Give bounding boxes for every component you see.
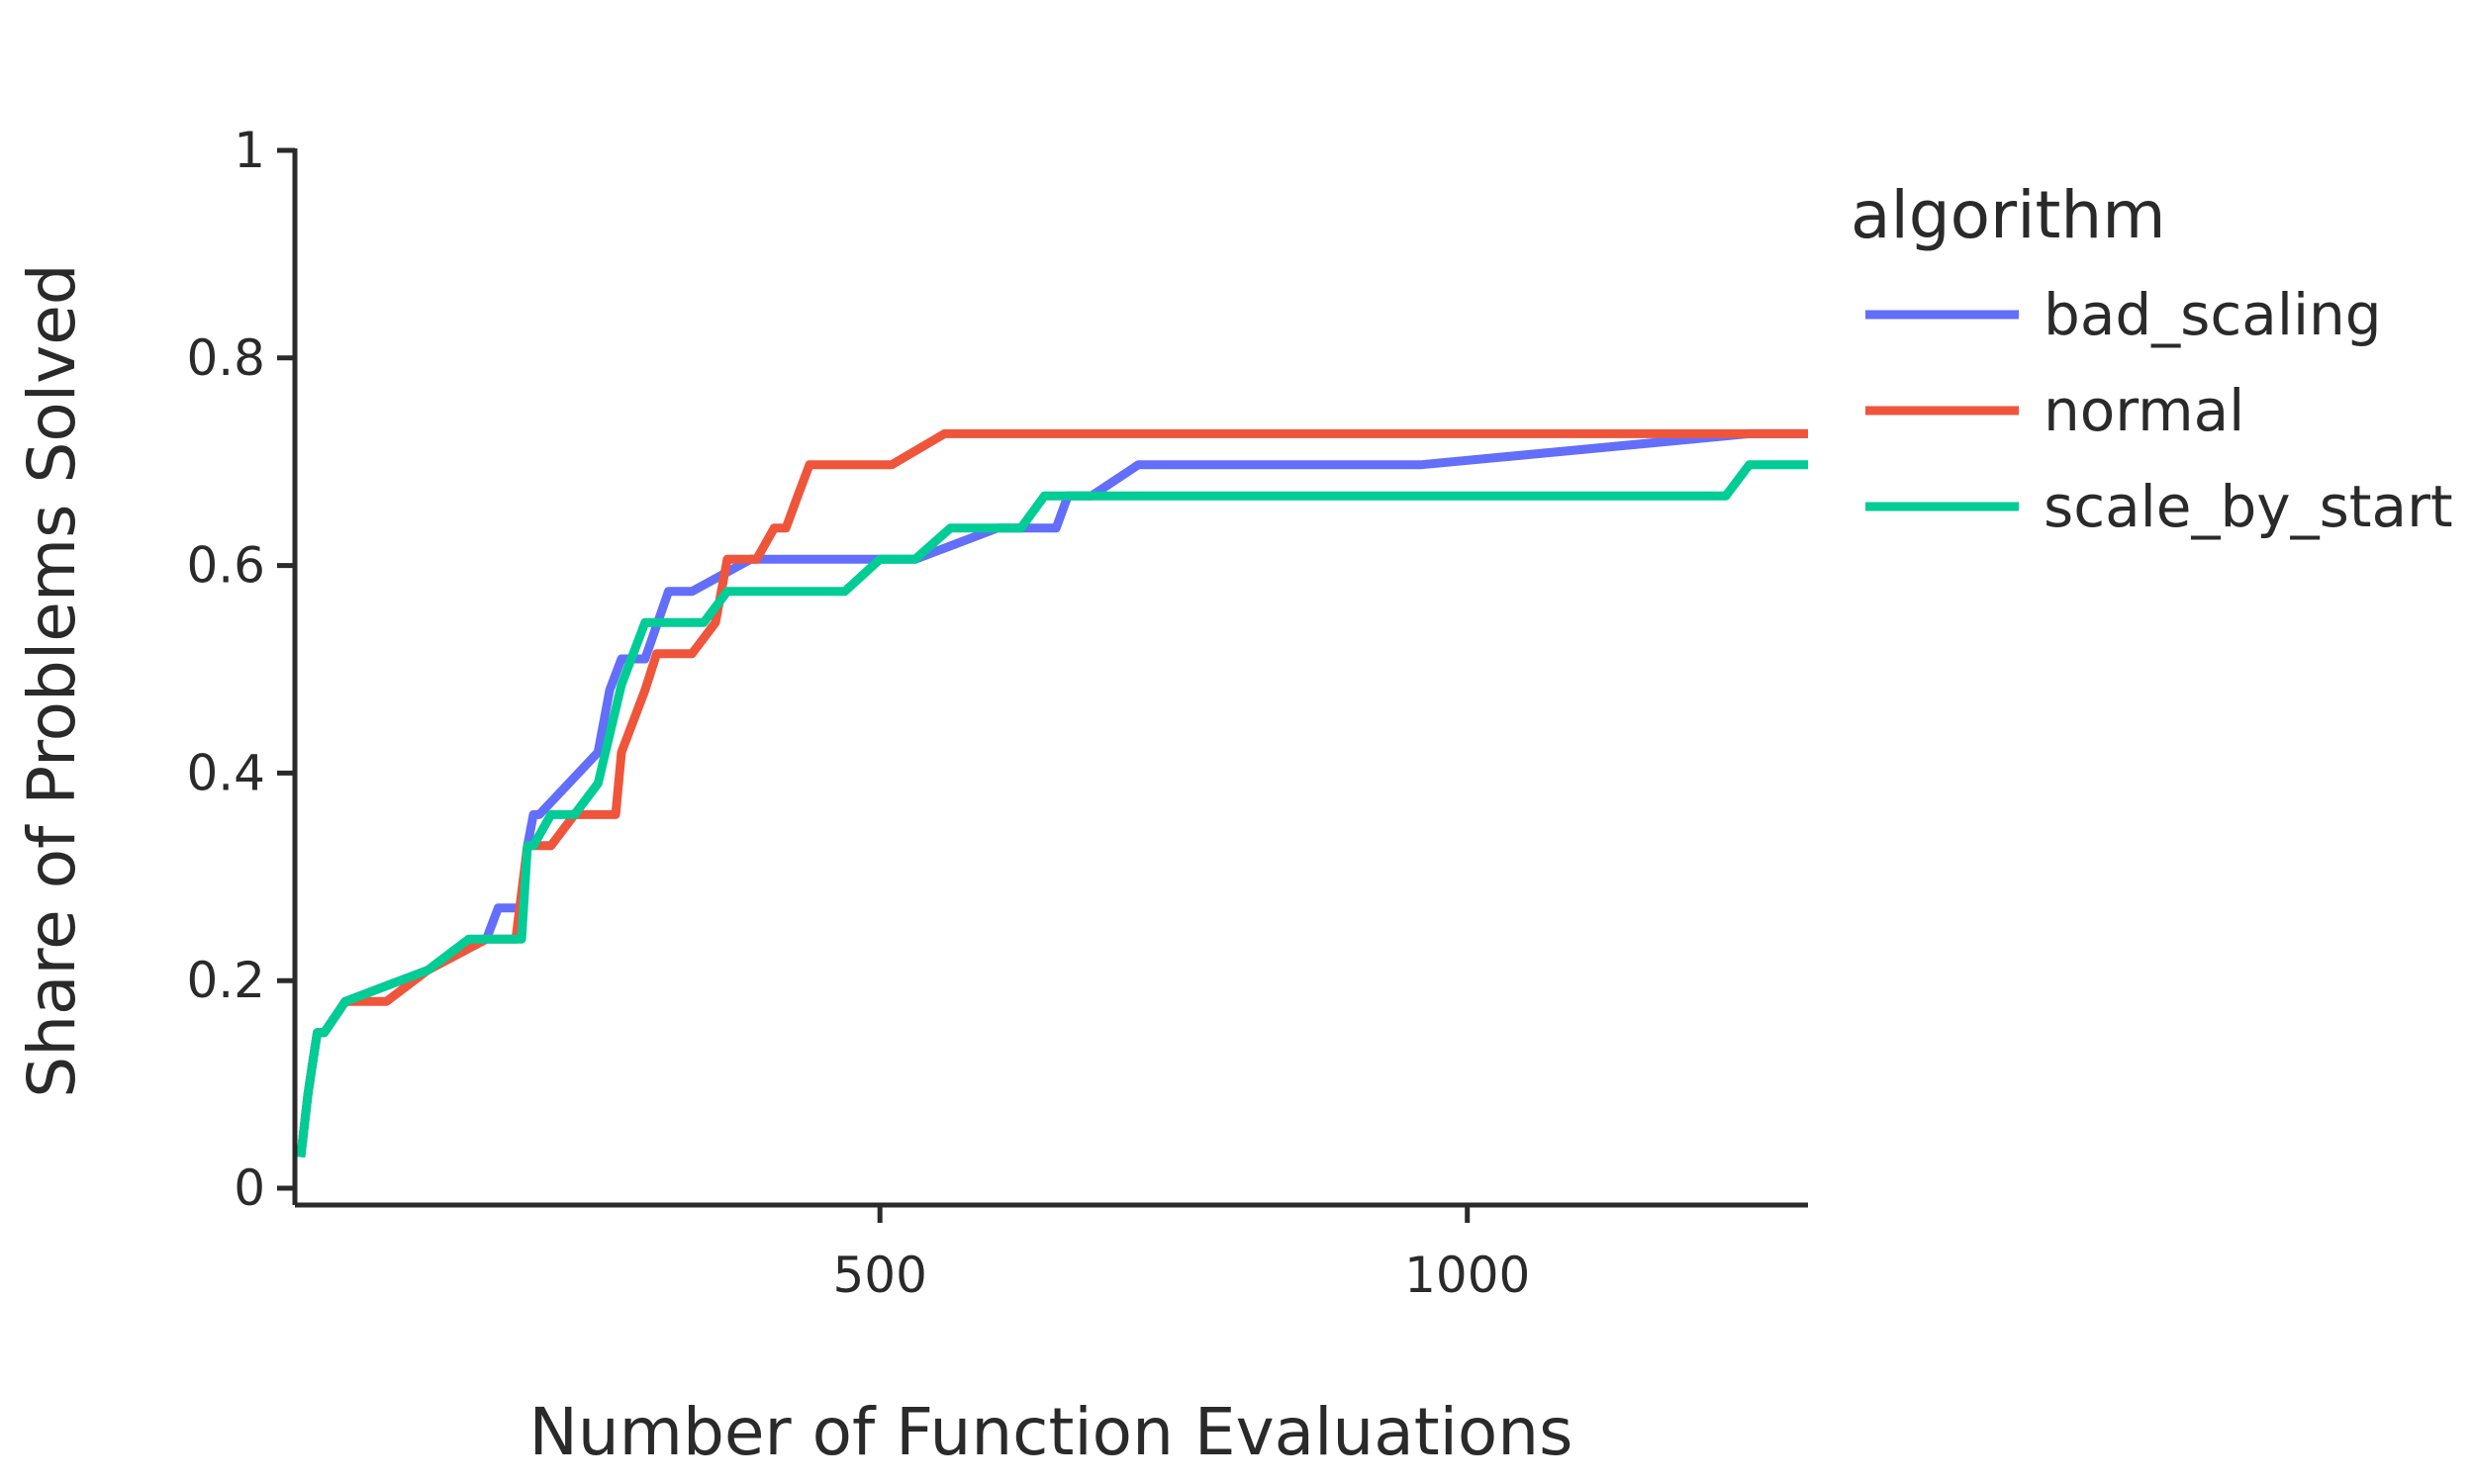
legend-label-bad-scaling: bad_scaling xyxy=(2044,281,2382,348)
series-group xyxy=(296,428,1808,1159)
series-line-normal xyxy=(296,428,1808,1159)
y-tick-label: 0.8 xyxy=(186,329,265,387)
y-ticks: 0 0.2 0.4 0.6 0.8 1 xyxy=(186,122,295,1217)
y-tick-label: 0.2 xyxy=(186,952,265,1009)
legend-label-normal: normal xyxy=(2044,377,2244,444)
x-tick-label: 500 xyxy=(832,1247,926,1304)
series-line-scale-by-start xyxy=(296,460,1808,1159)
x-axis-title: Number of Function Evaluations xyxy=(528,1394,1572,1470)
x-tick-label: 1000 xyxy=(1404,1247,1530,1304)
y-tick-label: 1 xyxy=(234,122,265,179)
legend-title: algorithm xyxy=(1851,177,2166,253)
series-line-bad-scaling xyxy=(296,428,1808,1159)
axes xyxy=(292,148,1808,1208)
y-tick-label: 0.4 xyxy=(186,744,265,801)
x-ticks: 500 1000 xyxy=(832,1205,1530,1304)
legend-label-scale-by-start: scale_by_start xyxy=(2044,473,2453,540)
y-tick-label: 0 xyxy=(234,1159,265,1217)
y-tick-label: 0.6 xyxy=(186,537,265,595)
y-axis-title: Share of Problems Solved xyxy=(14,263,90,1097)
